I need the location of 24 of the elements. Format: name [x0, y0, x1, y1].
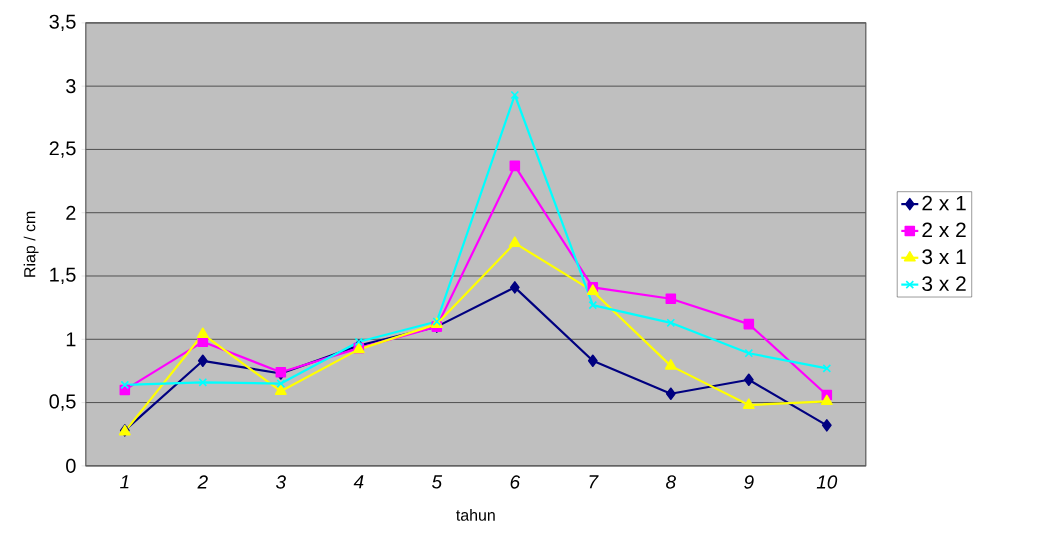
- x-tick-label: 1: [120, 475, 129, 489]
- x-tick-label: 7: [589, 475, 599, 489]
- y-tick-label: 1: [66, 332, 76, 347]
- x-axis-title: tahun: [456, 509, 495, 521]
- legend-label: 3 x 1: [922, 249, 966, 265]
- y-tick-label: 3,5: [49, 14, 76, 32]
- x-tick-label: 8: [666, 475, 676, 489]
- legend-label: 2 x 1: [922, 195, 966, 211]
- legend-label: 2 x 2: [922, 222, 966, 238]
- x-tick-label: 10: [816, 475, 838, 489]
- y-tick-label: 0: [66, 458, 76, 473]
- y-tick-label: 3: [66, 79, 76, 94]
- y-tick-label: 1,5: [50, 267, 76, 285]
- y-tick-label: 2,5: [49, 141, 76, 158]
- y-tick-label: 2: [66, 205, 76, 220]
- x-tick-label: 6: [510, 475, 521, 489]
- x-tick-label: 3: [275, 475, 286, 489]
- y-tick-label: 0,5: [49, 394, 76, 411]
- x-tick-label: 9: [744, 475, 754, 489]
- x-tick-label: 4: [353, 475, 364, 489]
- y-axis-title: Riap / cm: [23, 211, 39, 277]
- legend-label: 3 x 2: [922, 276, 966, 291]
- x-tick-label: 2: [197, 475, 208, 489]
- x-tick-label: 5: [431, 475, 443, 489]
